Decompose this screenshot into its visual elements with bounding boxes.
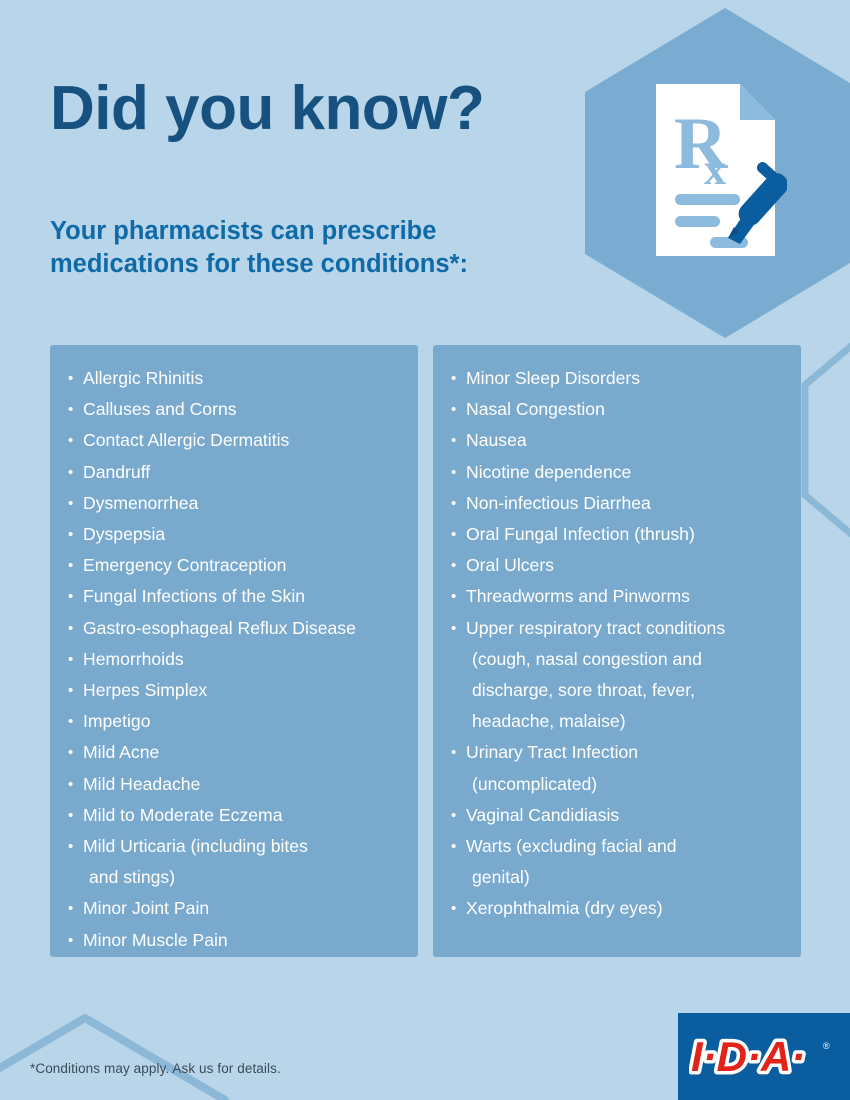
svg-text:R: R bbox=[674, 103, 729, 185]
condition-item: Non-infectious Diarrhea bbox=[449, 488, 787, 519]
condition-label: Mild to Moderate Eczema bbox=[83, 804, 283, 825]
condition-label: Dyspepsia bbox=[83, 524, 166, 545]
condition-item: Oral Fungal Infection (thrush) bbox=[449, 519, 787, 550]
condition-label: Oral Fungal Infection (thrush) bbox=[466, 524, 695, 545]
hexagon-outline-right bbox=[801, 342, 850, 538]
condition-item: Calluses and Corns bbox=[66, 394, 404, 425]
condition-label: Minor Joint Pain bbox=[83, 898, 210, 919]
condition-label: Non-infectious Diarrhea bbox=[466, 492, 651, 513]
condition-label: Upper respiratory tract conditions bbox=[466, 617, 726, 638]
condition-label: Contact Allergic Dermatitis bbox=[83, 430, 290, 451]
condition-label: Urinary Tract Infection bbox=[466, 742, 639, 763]
condition-label: Dandruff bbox=[83, 461, 151, 482]
pencil-icon bbox=[728, 161, 789, 244]
condition-label: Mild Acne bbox=[83, 742, 160, 763]
condition-label: Minor Muscle Pain bbox=[83, 929, 228, 950]
condition-label: Vaginal Candidiasis bbox=[466, 804, 620, 825]
condition-item: Nausea bbox=[449, 425, 787, 456]
condition-item: Urinary Tract Infection (uncomplicated) bbox=[449, 737, 787, 799]
svg-text:x: x bbox=[704, 145, 726, 194]
condition-label: Impetigo bbox=[83, 711, 151, 732]
condition-label: Fungal Infections of the Skin bbox=[83, 586, 306, 607]
condition-item: Vaginal Candidiasis bbox=[449, 800, 787, 831]
condition-item: Oral Ulcers bbox=[449, 550, 787, 581]
condition-item: Nicotine dependence bbox=[449, 457, 787, 488]
page-subtitle-line-2: medications for these conditions*: bbox=[50, 249, 468, 278]
condition-item: Minor Muscle Pain bbox=[66, 925, 404, 956]
condition-item: Herpes Simplex bbox=[66, 675, 404, 706]
condition-item: Threadworms and Pinworms bbox=[449, 581, 787, 612]
condition-label: Nasal Congestion bbox=[466, 399, 605, 420]
condition-item: Mild Headache bbox=[66, 769, 404, 800]
condition-label: Hemorrhoids bbox=[83, 648, 184, 669]
ida-logo-fill: I·D·A· bbox=[691, 1033, 805, 1080]
condition-label-continuation: and stings) bbox=[89, 867, 176, 888]
ida-logo-letters: I·D·A· I·D·A· ® bbox=[689, 1033, 830, 1081]
condition-item: Impetigo bbox=[66, 706, 404, 737]
condition-item: Warts (excluding facial and genital) bbox=[449, 831, 787, 893]
condition-item: Dandruff bbox=[66, 457, 404, 488]
page-title: Did you know? bbox=[50, 74, 485, 143]
condition-label: Xerophthalmia (dry eyes) bbox=[466, 898, 663, 919]
condition-label: Threadworms and Pinworms bbox=[466, 586, 690, 607]
condition-label: Nicotine dependence bbox=[466, 461, 632, 482]
condition-item: Mild Acne bbox=[66, 737, 404, 768]
condition-label: Warts (excluding facial and bbox=[466, 836, 677, 857]
condition-item: Emergency Contraception bbox=[66, 550, 404, 581]
prescription-icon: R x bbox=[652, 80, 789, 260]
page-subtitle: Your pharmacists can prescribe medicatio… bbox=[50, 215, 570, 280]
conditions-list-right: Minor Sleep Disorders Nasal Congestion Nau… bbox=[449, 363, 787, 925]
condition-item: Dysmenorrhea bbox=[66, 488, 404, 519]
condition-item: Allergic Rhinitis bbox=[66, 363, 404, 394]
condition-label: Emergency Contraception bbox=[83, 555, 287, 576]
condition-item: Minor Joint Pain bbox=[66, 893, 404, 924]
conditions-list-left: Allergic Rhinitis Calluses and Corns Conta… bbox=[66, 363, 404, 956]
document-folded-corner bbox=[740, 84, 775, 120]
condition-item: Nasal Congestion bbox=[449, 394, 787, 425]
condition-label: Mild Urticaria (including bites bbox=[83, 836, 308, 857]
document-line-2 bbox=[675, 216, 720, 227]
condition-label: Minor Sleep Disorders bbox=[466, 368, 641, 388]
condition-label: Calluses and Corns bbox=[83, 399, 237, 420]
page-subtitle-line-1: Your pharmacists can prescribe bbox=[50, 217, 437, 245]
footnote-disclaimer: *Conditions may apply. Ask us for detail… bbox=[30, 1061, 281, 1076]
condition-label-continuation: genital) bbox=[472, 867, 530, 888]
hexagon-outline-bottom-left bbox=[0, 1014, 229, 1100]
condition-label-continuation: (uncomplicated) bbox=[472, 773, 598, 794]
ida-logo-registered-mark: ® bbox=[823, 1041, 830, 1051]
condition-label: Herpes Simplex bbox=[83, 680, 208, 701]
condition-item: Dyspepsia bbox=[66, 519, 404, 550]
ida-logo: I·D·A· I·D·A· ® bbox=[678, 1013, 850, 1100]
condition-item: Contact Allergic Dermatitis bbox=[66, 425, 404, 456]
condition-item: Minor Sleep Disorders bbox=[449, 363, 787, 394]
condition-item: Fungal Infections of the Skin bbox=[66, 581, 404, 612]
condition-label: Gastro-esophageal Reflux Disease bbox=[83, 617, 356, 638]
condition-label: Nausea bbox=[466, 430, 527, 451]
ida-logo-outline: I·D·A· bbox=[691, 1033, 805, 1080]
condition-item: Hemorrhoids bbox=[66, 644, 404, 675]
document-line-1 bbox=[675, 194, 740, 205]
condition-item: Mild to Moderate Eczema bbox=[66, 800, 404, 831]
conditions-panel-left: Allergic Rhinitis Calluses and Corns Conta… bbox=[50, 345, 418, 957]
condition-label: Mild Headache bbox=[83, 773, 201, 794]
condition-item: Gastro-esophageal Reflux Disease bbox=[66, 613, 404, 644]
condition-label: Oral Ulcers bbox=[466, 555, 554, 576]
condition-label: Allergic Rhinitis bbox=[83, 368, 204, 388]
condition-item: Mild Urticaria (including bites and sting… bbox=[66, 831, 404, 893]
condition-label-continuation: discharge, sore throat, fever, bbox=[472, 680, 695, 701]
condition-item: Xerophthalmia (dry eyes) bbox=[449, 893, 787, 924]
condition-label-continuation: headache, malaise) bbox=[472, 711, 626, 732]
condition-label-continuation: (cough, nasal congestion and bbox=[472, 648, 702, 669]
rx-symbol-glyph: R x bbox=[674, 103, 729, 194]
ida-logo-mark: I·D·A· I·D·A· ® bbox=[689, 1033, 830, 1081]
condition-item: Upper respiratory tract conditions (cough… bbox=[449, 613, 787, 738]
conditions-panel-right: Minor Sleep Disorders Nasal Congestion Nau… bbox=[433, 345, 801, 957]
condition-label: Dysmenorrhea bbox=[83, 492, 199, 513]
